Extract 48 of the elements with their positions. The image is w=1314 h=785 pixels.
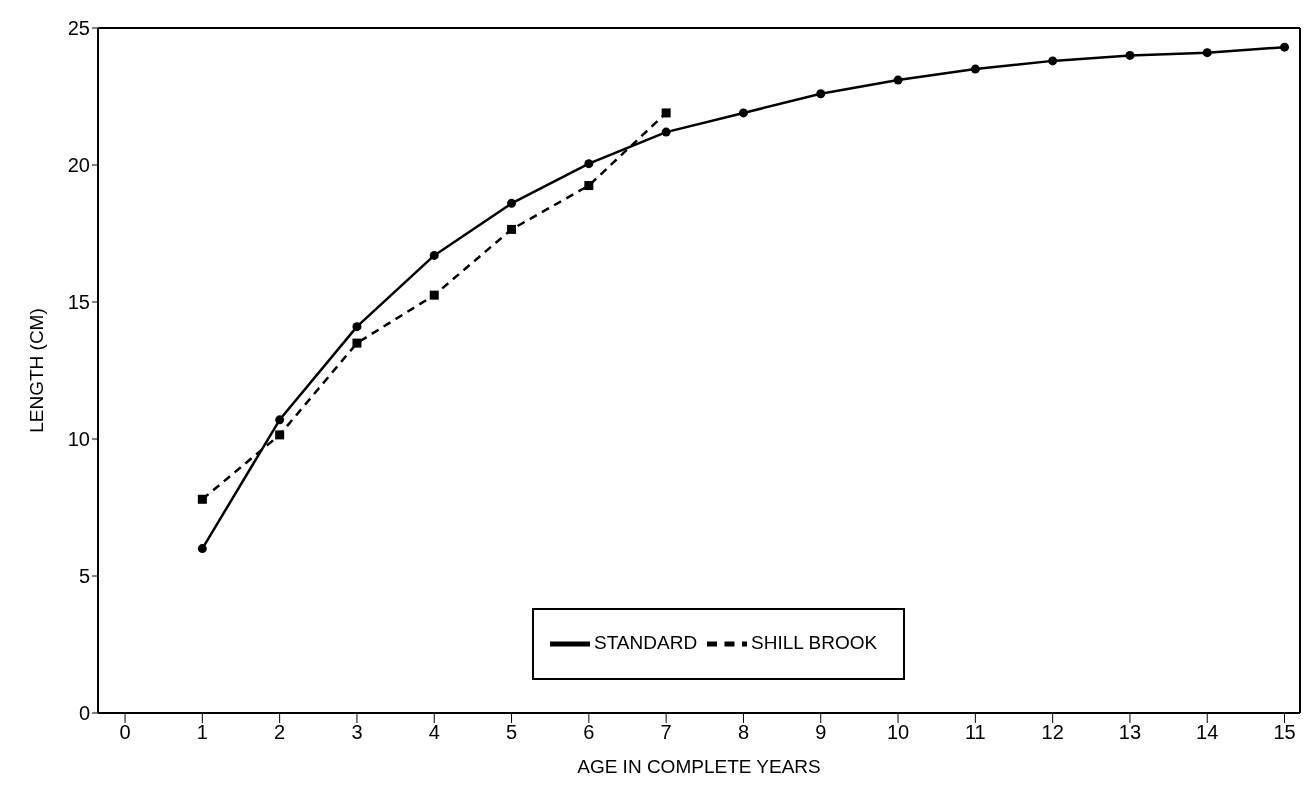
- point: [1048, 56, 1058, 66]
- x-tick-label: 11: [964, 721, 986, 744]
- x-tick-label: 14: [1196, 721, 1219, 744]
- point: [1280, 42, 1290, 52]
- y-tick-label: 0: [78, 702, 90, 725]
- y-tick-label: 5: [78, 565, 90, 588]
- x-tick-label: 10: [886, 721, 910, 744]
- x-tick-label: 4: [428, 721, 440, 744]
- x-tick-label: 15: [1273, 721, 1296, 744]
- point: [275, 415, 285, 425]
- y-tick-label: 20: [67, 154, 90, 177]
- x-tick-label: 5: [505, 721, 518, 744]
- point: [661, 108, 671, 118]
- x-tick-label: 1: [196, 721, 208, 744]
- y-axis-title: LENGTH (CM): [25, 308, 47, 433]
- point: [429, 250, 439, 260]
- point: [352, 338, 362, 348]
- point: [197, 494, 207, 504]
- x-tick-label: 8: [737, 721, 750, 744]
- point: [275, 430, 285, 440]
- x-tick-label: 2: [274, 721, 286, 744]
- point: [429, 290, 439, 300]
- point: [584, 159, 594, 169]
- point: [352, 322, 362, 332]
- legend-label: SHILL BROOK: [751, 632, 878, 654]
- point: [1125, 50, 1135, 60]
- point: [816, 89, 826, 99]
- point: [738, 108, 748, 118]
- legend-label: STANDARD: [594, 632, 698, 654]
- x-tick-label: 7: [660, 721, 672, 744]
- point: [197, 544, 207, 554]
- x-axis-title: AGE IN COMPLETE YEARS: [577, 756, 821, 777]
- x-tick-label: 6: [583, 721, 595, 744]
- y-tick-label: 10: [67, 428, 90, 451]
- point: [507, 198, 517, 208]
- point: [1202, 48, 1212, 58]
- x-tick-label: 13: [1118, 721, 1142, 744]
- point: [661, 127, 671, 137]
- y-tick-label: 25: [67, 17, 90, 40]
- point: [507, 224, 517, 234]
- point: [584, 181, 594, 191]
- y-tick-label: 15: [67, 291, 90, 314]
- x-tick-label: 3: [351, 721, 363, 744]
- point: [893, 75, 903, 85]
- x-tick-label: 9: [815, 721, 827, 744]
- point: [970, 64, 980, 74]
- x-tick-label: 12: [1041, 721, 1064, 744]
- x-tick-label: 0: [119, 721, 131, 744]
